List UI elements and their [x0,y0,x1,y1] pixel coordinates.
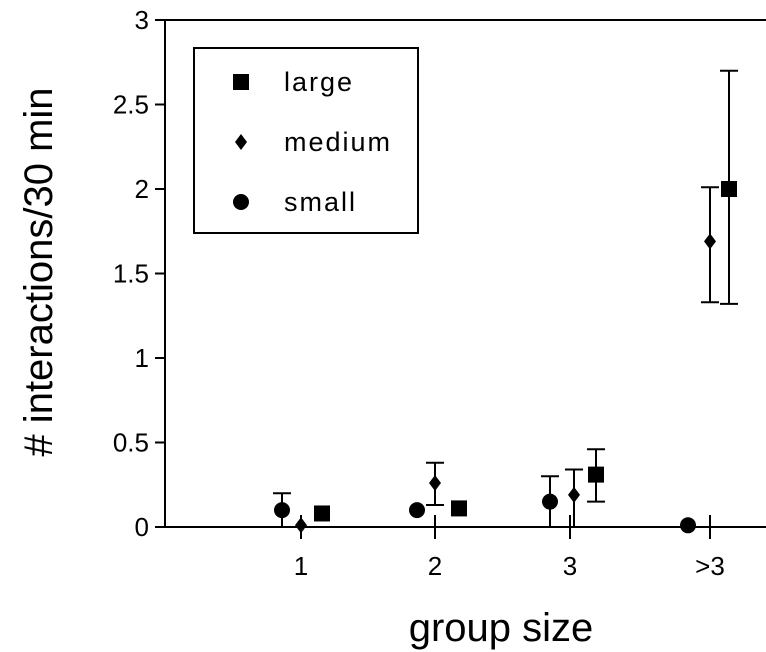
y-tick-label: 1 [135,343,149,373]
x-tick-label: 3 [563,551,577,581]
point-large [451,500,467,517]
y-ticks: 0 0.5 1 1.5 2 2.5 3 [113,5,165,542]
point-large [314,505,330,522]
y-tick-label: 0.5 [113,428,149,458]
point-small [680,517,696,534]
y-tick-label: 3 [135,5,149,35]
point-small [542,493,558,510]
legend-box [193,47,419,234]
point-medium [235,134,247,150]
legend-label-medium: medium [284,127,392,157]
point-medium [429,475,441,492]
legend: large medium small [193,47,419,234]
point-medium [295,517,307,534]
x-tick-label: >3 [695,551,725,581]
point-medium [568,486,580,503]
x-tick-label: 2 [428,551,442,581]
point-large [233,74,249,90]
y-tick-label: 0 [135,512,149,542]
point-large [588,466,604,483]
point-small [233,194,249,210]
y-tick-label: 2 [135,174,149,204]
data-points [274,181,737,534]
x-axis-title: group size [409,606,594,650]
point-small [409,502,425,519]
x-ticks: 1 2 3 >3 [294,515,725,581]
y-tick-label: 2.5 [113,90,149,120]
x-tick-label: 1 [294,551,308,581]
y-tick-label: 1.5 [113,259,149,289]
point-medium [704,233,716,250]
point-large [721,181,737,197]
y-axis-title: # interactions/30 min [17,87,61,456]
point-small [274,502,290,519]
legend-label-large: large [284,67,354,97]
legend-label-small: small [284,187,357,217]
